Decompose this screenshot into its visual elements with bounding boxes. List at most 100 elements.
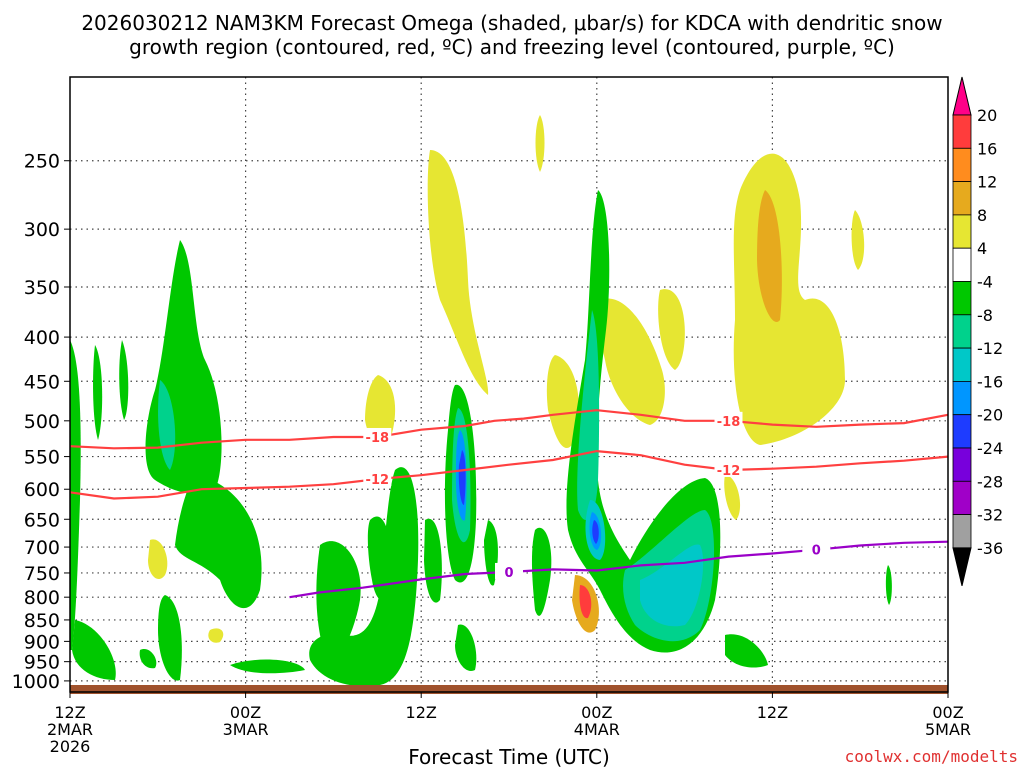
omega-negative-area	[70, 340, 81, 650]
omega-positive-area	[535, 115, 545, 172]
x-tick-label: 2026	[50, 737, 91, 756]
omega-negative-area	[93, 345, 103, 440]
y-tick-label: 650	[24, 509, 60, 531]
omega-negative-area	[139, 649, 157, 669]
freezing-level-contour	[289, 540, 949, 599]
omega-negative-area	[72, 620, 116, 680]
colorbar-label: 20	[977, 106, 997, 125]
omega-positive-area	[851, 210, 865, 270]
chart-title-line1: 2026030212 NAM3KM Forecast Omega (shaded…	[81, 11, 942, 35]
x-tick-label: 12Z	[54, 703, 85, 722]
plot-frame	[69, 76, 949, 693]
y-tick-label: 250	[24, 151, 60, 173]
colorbar-label: -4	[977, 273, 993, 292]
x-tick-label: 5MAR	[925, 720, 971, 739]
y-tick-label: 400	[24, 327, 60, 349]
dgz-minus12-contour-label: -12	[366, 473, 390, 488]
freezing-level-contour-label: 0	[504, 566, 513, 581]
colorbar-segment	[952, 247, 972, 282]
credit-text: coolwx.com/modelts	[845, 747, 1018, 766]
y-tick-label: 1000	[12, 671, 60, 693]
colorbar-label: -8	[977, 306, 993, 325]
colorbar-label: -24	[977, 439, 1003, 458]
omega-negative-area	[424, 518, 442, 603]
freezing-level-contour-label: 0	[812, 544, 821, 559]
colorbar: 20 16 12 8 4 -4 -8 -12 -16 -20 -24 -28 -32 -36	[952, 76, 1003, 587]
colorbar-segment	[952, 380, 972, 416]
colorbar-label: 16	[977, 139, 997, 158]
y-tick-label: 900	[24, 631, 60, 653]
contour-label-bg	[495, 562, 523, 579]
omega-negative-area	[640, 544, 704, 627]
contour-label-bg	[363, 470, 392, 487]
omega-negative-area	[158, 595, 182, 681]
dgz-minus12-contour	[69, 449, 949, 500]
x-tick-label: 00Z	[932, 703, 963, 722]
colorbar-segment	[952, 314, 972, 349]
colorbar-top-arrow	[952, 76, 972, 116]
y-tick-label: 550	[24, 447, 60, 469]
omega-positive-area	[658, 289, 685, 370]
colorbar-label: -28	[977, 472, 1003, 491]
contour-label-bg	[714, 411, 743, 428]
colorbar-segment	[952, 414, 972, 449]
y-tick-label: 750	[24, 563, 60, 585]
omega-positive-area	[599, 298, 665, 425]
omega-positive-area	[724, 475, 741, 520]
dgz-minus18-contour	[69, 409, 949, 450]
y-tick-label: 300	[24, 219, 60, 241]
colorbar-label: -36	[977, 539, 1003, 558]
omega-negative-area	[309, 467, 419, 687]
colorbar-segment	[952, 281, 972, 316]
colorbar-segment	[952, 480, 972, 515]
colorbar-segment	[952, 214, 972, 249]
colorbar-label: -16	[977, 372, 1003, 391]
x-tick-label: 00Z	[581, 703, 612, 722]
colorbar-label: 12	[977, 173, 997, 192]
omega-positive-core	[757, 190, 782, 322]
y-tick-label: 450	[24, 371, 60, 393]
chart-title-line2: growth region (contoured, red, ºC) and f…	[129, 35, 895, 59]
colorbar-bottom-arrow	[952, 547, 972, 587]
colorbar-segment	[952, 114, 972, 149]
omega-positive-area	[208, 628, 224, 643]
contour-label-bg	[363, 427, 392, 444]
y-tick-label: 500	[24, 411, 60, 433]
y-tick-label: 950	[24, 652, 60, 674]
omega-negative-area	[725, 634, 768, 668]
dgz-minus18-contour-label: -18	[717, 415, 741, 430]
x-tick-label: 2MAR	[47, 720, 93, 739]
omega-negative-area	[175, 475, 262, 609]
colorbar-segment	[952, 514, 972, 549]
omega-negative-area	[484, 520, 498, 586]
contour-label-bg	[802, 540, 831, 557]
omega-negative-area	[119, 340, 129, 420]
omega-positive-area	[546, 355, 579, 449]
omega-negative-area	[455, 624, 477, 671]
ground-surface	[70, 685, 948, 694]
y-tick-label: 700	[24, 537, 60, 559]
colorbar-label: 8	[977, 206, 987, 225]
dgz-minus18-contour-label: -18	[366, 431, 390, 446]
x-tick-label: 00Z	[230, 703, 261, 722]
x-tick-label: 12Z	[406, 703, 437, 722]
omega-negative-area	[458, 450, 466, 505]
colorbar-segment	[952, 181, 972, 216]
x-tick-label: 3MAR	[223, 720, 269, 739]
y-tick-label: 850	[24, 610, 60, 632]
colorbar-label: -32	[977, 506, 1003, 525]
omega-shading	[70, 115, 892, 687]
omega-negative-area	[592, 520, 599, 544]
colorbar-segment	[952, 147, 972, 183]
contour-label-bg	[714, 460, 743, 477]
y-tick-label: 800	[24, 587, 60, 609]
colorbar-label: -20	[977, 406, 1003, 425]
colorbar-label: -12	[977, 339, 1003, 358]
x-tick-label: 4MAR	[574, 720, 620, 739]
omega-positive-core	[579, 585, 592, 619]
x-axis-label: Forecast Time (UTC)	[408, 745, 610, 768]
omega-negative-area	[531, 527, 552, 616]
y-tick-label: 350	[24, 277, 60, 299]
